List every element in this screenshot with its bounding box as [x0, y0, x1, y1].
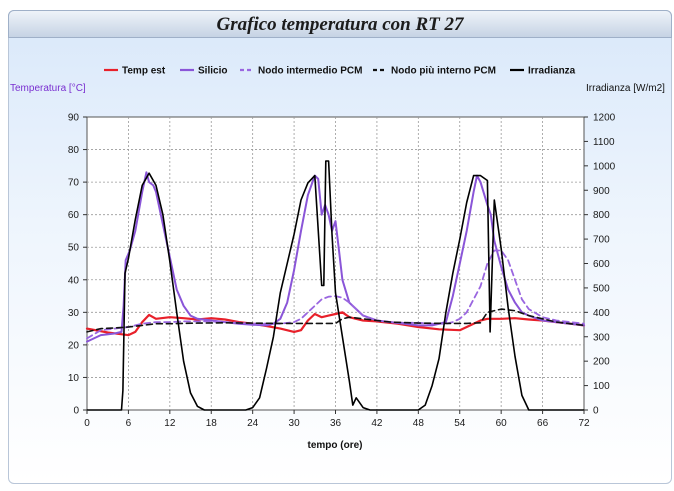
- y-left-tick-label: 20: [68, 340, 80, 351]
- y-left-tick-label: 0: [73, 406, 79, 417]
- y-right-tick-label: 800: [593, 210, 610, 221]
- y-right-tick-label: 900: [593, 186, 610, 197]
- x-tick-label: 60: [496, 418, 508, 429]
- x-tick-label: 12: [164, 418, 176, 429]
- y-right-tick-label: 200: [593, 357, 610, 368]
- axes: 0 6 12 18 24 30 36 42 48 54 60 66 720102030405060708…: [68, 113, 616, 430]
- y-left-tick-label: 60: [68, 210, 80, 221]
- x-tick-label: 24: [247, 418, 259, 429]
- y-right-tick-label: 500: [593, 283, 610, 294]
- legend: Temp est Silicio Nodo intermedio PCM Nodo p…: [104, 66, 576, 77]
- legend-label: Nodo più interno PCM: [391, 66, 496, 77]
- x-tick-label: 36: [330, 418, 342, 429]
- x-tick-label: 42: [371, 418, 383, 429]
- x-tick-label: 54: [454, 418, 466, 429]
- series-layer: [85, 160, 586, 411]
- y-right-tick-label: 1200: [593, 113, 616, 124]
- legend-label: Irradianza: [528, 66, 576, 77]
- x-tick-label: 72: [578, 418, 590, 429]
- y-left-tick-label: 10: [68, 373, 80, 384]
- y-left-tick-label: 90: [68, 113, 80, 124]
- legend-label: Temp est: [122, 66, 166, 77]
- x-tick-label: 48: [413, 418, 425, 429]
- y-axis-left-label: Temperatura [°C]: [10, 83, 86, 94]
- legend-label: Nodo intermedio PCM: [258, 66, 362, 77]
- legend-label: Silicio: [198, 66, 227, 77]
- chart-title: Grafico temperatura con RT 27: [8, 10, 672, 38]
- y-right-tick-label: 700: [593, 235, 610, 246]
- y-left-tick-label: 80: [68, 145, 80, 156]
- series-line-nodo-pi-interno-pcm: [86, 308, 585, 333]
- x-tick-label: 18: [206, 418, 218, 429]
- x-tick-label: 30: [289, 418, 301, 429]
- x-tick-label: 6: [126, 418, 132, 429]
- series-line-nodo-intermedio-pcm: [86, 249, 585, 340]
- y-right-tick-label: 100: [593, 381, 610, 392]
- y-right-tick-label: 1100: [593, 137, 615, 148]
- y-right-tick-label: 1000: [593, 161, 616, 172]
- x-tick-label: 66: [537, 418, 549, 429]
- y-left-tick-label: 40: [68, 275, 80, 286]
- x-axis-label: tempo (ore): [308, 440, 363, 451]
- y-left-tick-label: 50: [68, 243, 80, 254]
- x-tick-label: 0: [84, 418, 90, 429]
- y-left-tick-label: 30: [68, 308, 80, 319]
- y-right-tick-label: 600: [593, 259, 610, 270]
- y-right-tick-label: 0: [593, 406, 599, 417]
- series-line-irradianza: [86, 160, 585, 411]
- y-right-tick-label: 300: [593, 332, 610, 343]
- y-right-tick-label: 400: [593, 308, 610, 319]
- y-axis-right-label: Irradianza [W/m2]: [586, 83, 665, 94]
- y-left-tick-label: 70: [68, 178, 80, 189]
